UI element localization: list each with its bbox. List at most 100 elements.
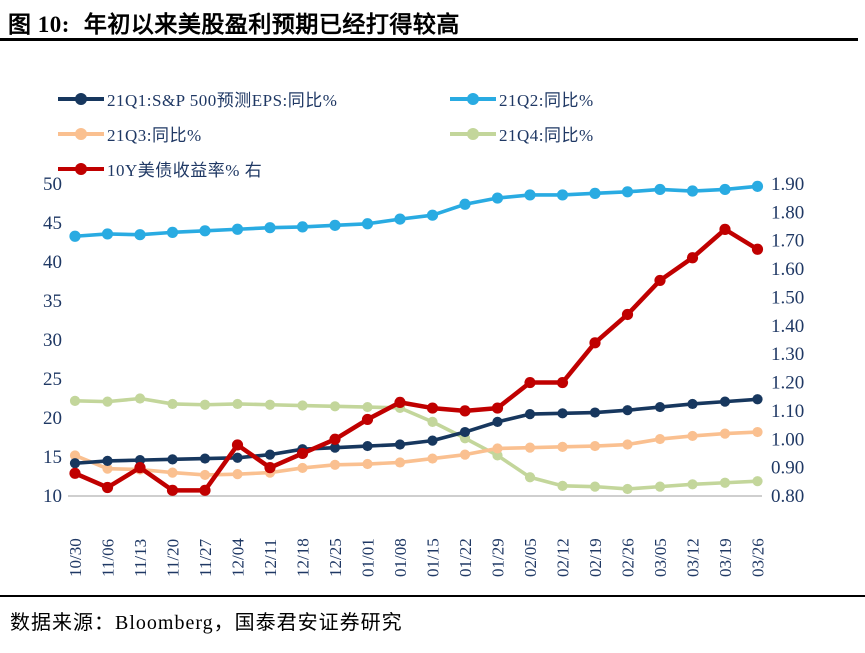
- series-10y-yield-point: [361, 413, 374, 426]
- left-tick-label: 45: [43, 213, 62, 234]
- series-10y-yield-point: [621, 308, 634, 321]
- series-21q4-point: [654, 481, 666, 492]
- legend-label: 21Q3:同比%: [107, 126, 202, 145]
- series-21q2-point: [719, 183, 731, 196]
- series-21q2-point: [394, 213, 406, 225]
- figure-number: 图 10:: [8, 12, 70, 37]
- right-tick-label: 1.70: [771, 231, 804, 252]
- series-21q1-point: [362, 440, 373, 452]
- series-21q4-point: [719, 477, 731, 488]
- chart-legend: 21Q1:S&P 500预测EPS:同比% 21Q2:同比% 21Q3:同比% …: [58, 86, 594, 181]
- series-21q3-point: [394, 457, 406, 468]
- series-21q1-point: [69, 458, 81, 469]
- series-21q3-point: [589, 440, 601, 452]
- series-21q1-point: [557, 408, 568, 419]
- series-21q1-point: [394, 439, 406, 450]
- series-21q4-point: [69, 395, 81, 406]
- left-tick-label: 35: [43, 291, 62, 312]
- series-21q1-point: [719, 396, 731, 407]
- series-21q2-point: [264, 222, 276, 234]
- legend-item-21q4: 21Q4:同比%: [450, 121, 594, 146]
- series-21q3: [69, 426, 763, 481]
- right-tick-label: 0.90: [771, 458, 804, 479]
- series-21q2-point: [134, 229, 146, 241]
- series-21q1-point: [459, 426, 471, 438]
- series-21q2-point: [69, 230, 81, 242]
- figure-title: 图 10: 年初以来美股盈利预期已经打得较高: [8, 5, 460, 39]
- x-tick-label: 10/30: [66, 538, 85, 577]
- x-tick-label: 03/05: [651, 538, 670, 577]
- line-dot-marker-icon: [58, 92, 104, 105]
- series-10y-yield-point: [686, 252, 699, 264]
- series-21q2: [69, 180, 764, 242]
- series-21q1-point: [752, 394, 763, 405]
- series-21q2-point: [231, 223, 244, 235]
- series-21q2-point: [556, 189, 569, 201]
- x-tick-label: 11/13: [131, 539, 150, 577]
- series-21q3-point: [719, 428, 731, 439]
- series-21q4-point: [427, 416, 438, 427]
- figure-title-text: 年初以来美股盈利预期已经打得较高: [83, 12, 460, 37]
- left-axis-tick-labels: 10 15 20 25 30 35 40 45 50: [43, 174, 62, 507]
- footer-divider-line: [0, 595, 865, 597]
- series-21q3-point: [232, 469, 243, 480]
- series-21q1-point: [199, 453, 211, 464]
- series-10y-yield-point: [524, 376, 536, 389]
- right-tick-label: 1.20: [771, 373, 804, 394]
- series-21q4-point: [167, 398, 178, 410]
- series-21q3-point: [329, 459, 341, 470]
- series-10y-yield-point: [296, 447, 309, 460]
- line-dot-marker-icon: [450, 127, 496, 140]
- x-tick-label: 12/04: [229, 538, 248, 577]
- x-axis-tick-labels: 10/30 11/06 11/13 11/20 11/27 12/04 12/11 12/18…: [66, 538, 768, 577]
- series-21q4-point: [622, 483, 633, 495]
- x-tick-label: 11/27: [196, 538, 215, 577]
- data-source: 数据来源：Bloomberg，国泰君安证券研究: [10, 612, 403, 634]
- series-21q2-point: [686, 185, 699, 197]
- series-21q1-point: [232, 452, 243, 463]
- series-10y-yield-line: [72, 227, 760, 493]
- x-tick-label: 01/01: [359, 538, 378, 577]
- series-10y-yield-point: [231, 439, 244, 451]
- series-10y-yield-point: [329, 433, 341, 445]
- series-21q4-line: [73, 396, 760, 491]
- series-21q1-point: [264, 449, 276, 460]
- series-21q4-point: [329, 401, 341, 412]
- right-tick-label: 1.30: [771, 344, 804, 365]
- right-tick-label: 1.40: [771, 316, 804, 337]
- series-21q3-point: [199, 469, 211, 481]
- series-10y-yield-point: [426, 402, 439, 414]
- legend-item-21q1: 21Q1:S&P 500预测EPS:同比%: [58, 86, 450, 111]
- series-21q1-point: [167, 454, 178, 465]
- legend-item-21q2: 21Q2:同比%: [450, 86, 594, 111]
- series-21q2-point: [621, 186, 634, 198]
- series-21q4-point: [752, 476, 763, 487]
- x-tick-label: 02/19: [586, 538, 605, 577]
- series-10y-yield-point: [166, 484, 179, 496]
- left-tick-label: 30: [43, 330, 62, 351]
- right-tick-label: 1.00: [771, 429, 804, 450]
- series-10y-yield-point: [394, 396, 406, 408]
- legend-label: 21Q1:S&P 500预测EPS:同比%: [107, 91, 338, 110]
- series-21q2-point: [166, 226, 179, 238]
- line-dot-marker-icon: [58, 162, 104, 175]
- series-21q2-line: [73, 184, 760, 239]
- x-tick-label: 03/19: [716, 538, 735, 577]
- series-21q3-point: [362, 458, 373, 470]
- series-10y-yield-point: [556, 376, 569, 389]
- series-10y-yield-point: [69, 467, 81, 479]
- series-10y-yield-point: [654, 274, 666, 287]
- series-21q3-point: [492, 443, 503, 454]
- series-21q1-point: [622, 405, 633, 416]
- right-tick-label: 1.80: [771, 202, 804, 223]
- series-21q2-point: [426, 209, 439, 221]
- series-21q3-point: [102, 463, 113, 474]
- legend-label: 10Y美债收益率% 右: [107, 161, 263, 180]
- series-21q4-point: [232, 398, 243, 410]
- series-21q2-point: [199, 225, 211, 237]
- x-tick-label: 11/06: [99, 539, 118, 577]
- left-tick-label: 10: [43, 486, 62, 507]
- series-21q2-point: [361, 218, 374, 230]
- right-tick-label: 1.10: [771, 401, 804, 422]
